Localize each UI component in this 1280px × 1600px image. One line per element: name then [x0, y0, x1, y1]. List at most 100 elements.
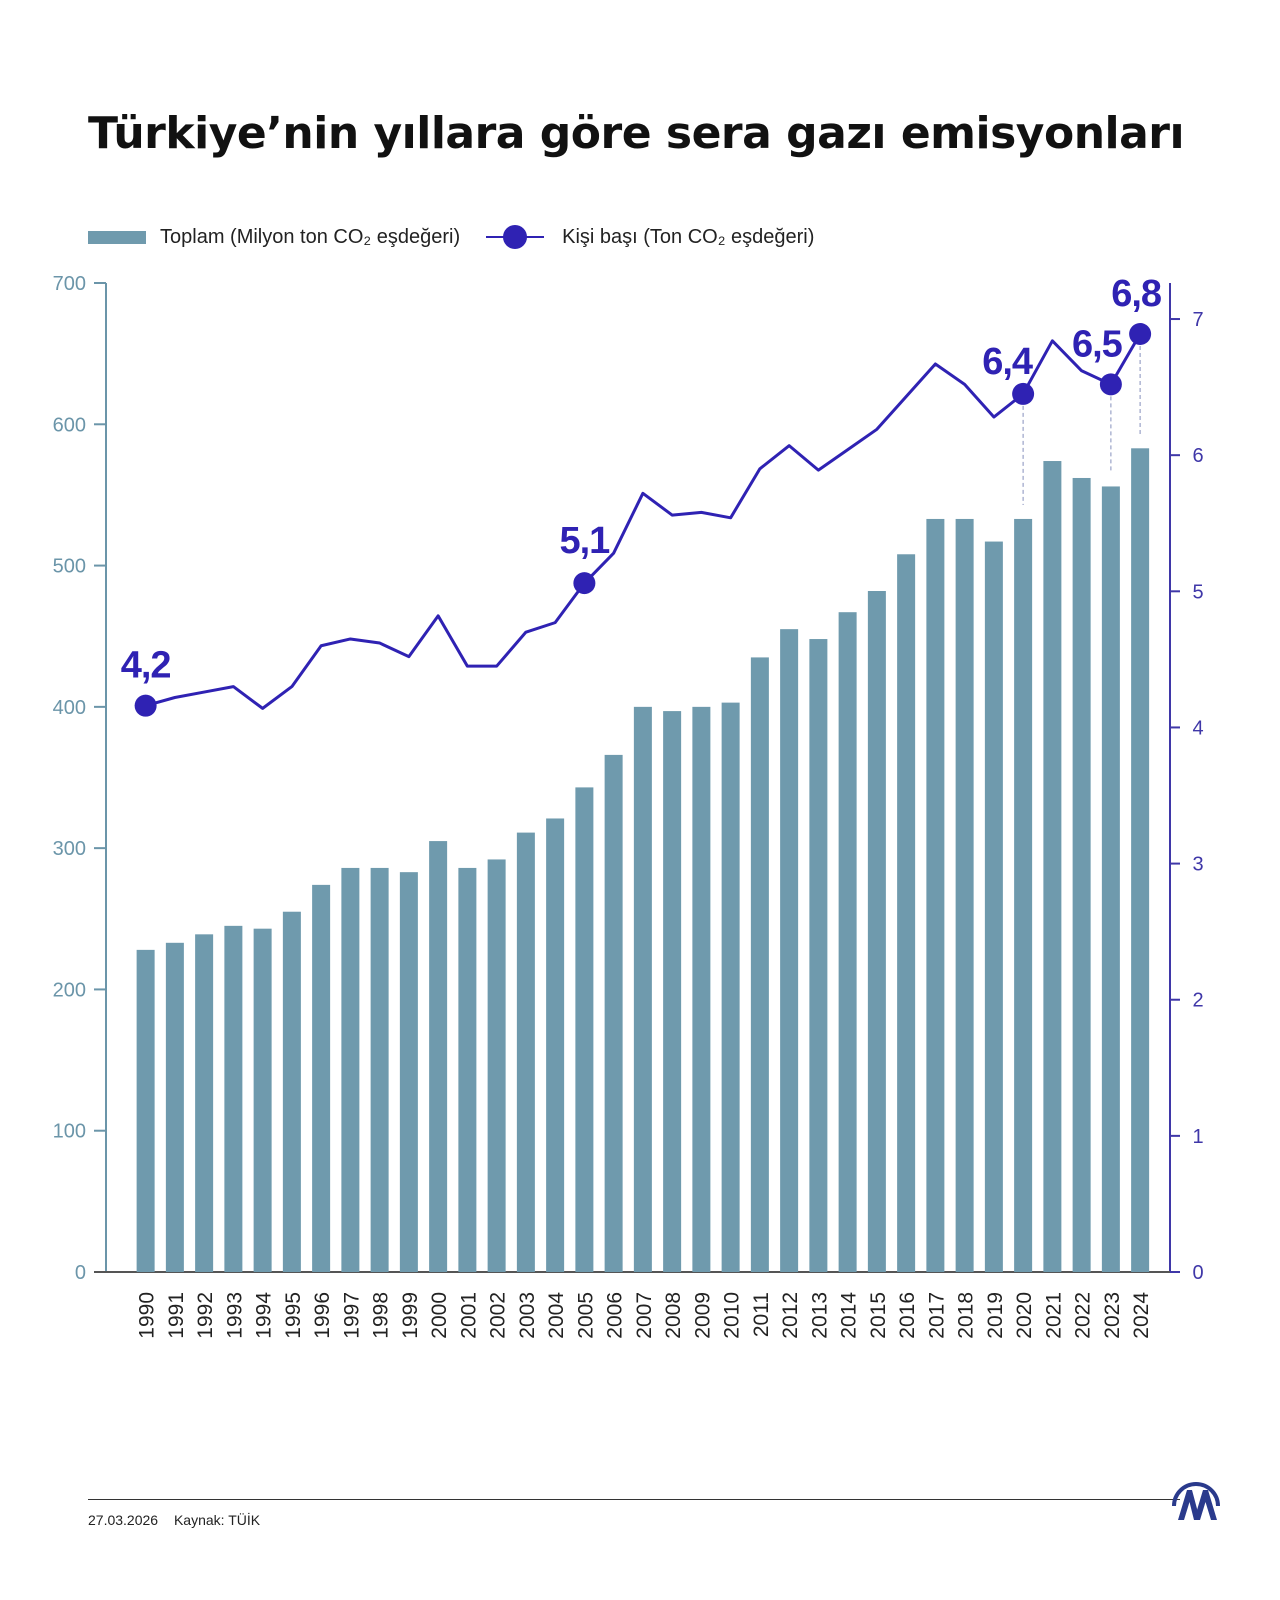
y-left-tick-label: 400 — [53, 697, 86, 719]
x-tick-label: 2023 — [1101, 1292, 1124, 1339]
bar — [867, 591, 886, 1272]
y-left-tick-label: 0 — [75, 1262, 86, 1284]
y-right-tick-label: 3 — [1192, 854, 1203, 876]
x-tick-label: 1994 — [253, 1292, 276, 1339]
per-capita-line — [145, 333, 1142, 710]
x-tick-label: 2011 — [750, 1292, 773, 1337]
bar — [1072, 477, 1091, 1273]
x-tick-label: 2008 — [662, 1292, 685, 1339]
bar — [1043, 461, 1062, 1272]
x-tick-label: 2014 — [838, 1292, 861, 1339]
legend-bar-label: Toplam (Milyon ton CO₂ eşdeğeri) — [160, 225, 461, 248]
x-tick-label: 2020 — [1013, 1292, 1036, 1339]
bar — [692, 706, 711, 1272]
bar — [1131, 448, 1150, 1272]
x-tick-label: 2016 — [896, 1292, 919, 1339]
x-tick-label: 1992 — [194, 1292, 217, 1339]
bar — [1014, 518, 1033, 1272]
y-right-tick-label: 2 — [1192, 990, 1203, 1012]
bar — [487, 859, 506, 1272]
per-capita-data-label: 6,5 — [1072, 323, 1123, 365]
x-tick-label: 2006 — [604, 1292, 627, 1339]
bar — [399, 872, 418, 1272]
bar — [546, 818, 565, 1272]
x-tick-label: 1996 — [311, 1292, 334, 1339]
bar — [663, 711, 682, 1272]
chart-title: Türkiye’nin yıllara göre sera gazı emisy… — [88, 108, 1185, 159]
bar — [429, 841, 448, 1272]
x-tick-label: 2009 — [691, 1292, 714, 1339]
y-left-tick-label: 100 — [53, 1121, 86, 1143]
bar — [312, 884, 331, 1272]
per-capita-data-label: 6,8 — [1111, 273, 1161, 315]
y-right-tick-label: 0 — [1192, 1262, 1203, 1284]
y-left-tick-label: 500 — [53, 556, 86, 578]
bar — [721, 702, 740, 1272]
bar — [136, 949, 155, 1272]
y-left-tick-label: 600 — [53, 414, 86, 436]
x-tick-label: 1997 — [340, 1292, 363, 1339]
x-tick-label: 2003 — [516, 1292, 539, 1339]
x-tick-label: 2022 — [1072, 1292, 1095, 1339]
footer-date: 27.03.2026 — [88, 1512, 159, 1528]
emissions-chart: 0 100 200 300 400 500 600 700 0 1 2 3 4 5 6 7 1990 1991 19… — [53, 273, 1204, 1339]
bar — [809, 639, 828, 1272]
bar — [984, 541, 1003, 1272]
legend: Toplam (Milyon ton CO₂ eşdeğeri) Kişi ba… — [88, 222, 814, 252]
x-tick-label: 1993 — [223, 1292, 246, 1339]
bar — [897, 554, 916, 1272]
x-tick-label: 2017 — [925, 1292, 948, 1339]
x-tick-label: 2019 — [984, 1292, 1007, 1339]
x-tick-label: 2005 — [574, 1292, 597, 1339]
per-capita-data-label: 4,2 — [121, 645, 171, 687]
y-left-tick-label: 200 — [53, 979, 86, 1001]
y-right-tick-label: 4 — [1192, 717, 1203, 739]
x-tick-label: 1998 — [370, 1292, 393, 1339]
bar — [516, 832, 535, 1272]
y-right-tick-label: 1 — [1192, 1126, 1203, 1148]
x-tick-label: 2007 — [633, 1292, 656, 1339]
bar — [633, 706, 652, 1272]
x-tick-label: 1990 — [136, 1292, 159, 1339]
y-right-tick-label: 5 — [1192, 581, 1203, 603]
bar — [458, 867, 477, 1272]
x-tick-label: 2012 — [779, 1292, 802, 1339]
footer-source: Kaynak: TÜİK — [173, 1512, 261, 1528]
bar — [282, 911, 301, 1272]
legend-bar-swatch — [88, 230, 146, 244]
bar — [575, 787, 594, 1272]
per-capita-data-label: 6,4 — [982, 341, 1033, 383]
x-tick-label: 2015 — [867, 1292, 890, 1339]
y-left-tick-label: 700 — [53, 273, 86, 295]
x-tick-label: 2010 — [721, 1292, 744, 1339]
legend-line-swatch — [486, 222, 545, 252]
bar — [955, 518, 974, 1272]
bar — [604, 754, 623, 1272]
legend-line-label: Kişi başı (Ton CO₂ eşdeğeri) — [562, 225, 815, 248]
bar — [838, 612, 857, 1272]
x-tick-label: 2002 — [487, 1292, 510, 1339]
x-tick-label: 1995 — [282, 1292, 305, 1339]
per-capita-point — [1129, 323, 1152, 346]
x-tick-label: 2024 — [1130, 1292, 1153, 1339]
y-right-tick-label: 7 — [1192, 309, 1203, 331]
bar — [253, 928, 272, 1272]
x-tick-label: 2013 — [808, 1292, 831, 1339]
bar — [195, 934, 214, 1272]
footer: 27.03.2026 Kaynak: TÜİK — [88, 1512, 260, 1528]
per-capita-point — [573, 572, 596, 595]
y-right-tick-label: 6 — [1192, 445, 1203, 467]
x-tick-label: 2021 — [1042, 1292, 1065, 1339]
x-tick-label: 2004 — [545, 1292, 568, 1339]
bar — [341, 867, 360, 1272]
x-tick-label: 2001 — [457, 1292, 480, 1339]
bar — [165, 942, 184, 1272]
per-capita-point — [1012, 382, 1035, 405]
x-tick-label: 2000 — [428, 1292, 451, 1339]
y-left-tick-label: 300 — [53, 838, 86, 860]
footer-divider — [88, 1499, 1180, 1500]
per-capita-data-label: 5,1 — [559, 520, 610, 562]
aa-logo-icon — [1172, 1482, 1220, 1520]
x-tick-label: 1991 — [165, 1292, 188, 1339]
bar — [224, 925, 243, 1272]
